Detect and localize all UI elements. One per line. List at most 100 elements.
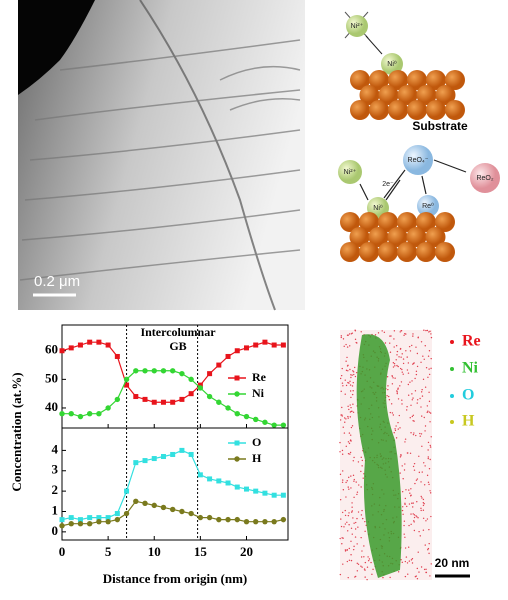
apt-atom [389, 351, 392, 353]
apt-atom [410, 523, 412, 526]
apt-atom [407, 383, 410, 386]
legend-marker [234, 440, 240, 446]
apt-atom [348, 488, 350, 490]
apt-atom [401, 465, 403, 467]
apt-atom [428, 391, 430, 393]
apt-atom [342, 470, 344, 472]
apt-atom [412, 335, 414, 337]
apt-atom [428, 468, 431, 470]
apt-atom [427, 441, 430, 444]
substrate-atom [397, 212, 417, 232]
marker [188, 376, 194, 383]
apt-atom [416, 501, 418, 503]
apt-atom [404, 497, 407, 500]
apt-atom [347, 452, 350, 455]
apt-atom [416, 399, 419, 401]
apt-atom [350, 540, 352, 542]
substrate-atom [397, 85, 418, 105]
apt-atom [390, 335, 392, 337]
apt-atom [413, 516, 416, 519]
apt-atom [403, 469, 406, 471]
ion-label: ReO₂ [476, 175, 493, 182]
apt-atom [407, 546, 410, 548]
apt-atom [430, 367, 432, 370]
apt-atom [353, 456, 355, 459]
apt-atom [423, 416, 425, 419]
marker [271, 518, 277, 525]
substrate-atom [378, 212, 398, 232]
ion-label: ReO₄⁻ [408, 157, 429, 164]
apt-atom [396, 392, 398, 395]
apt-atom [423, 568, 426, 571]
substrate-atom [369, 70, 389, 90]
apt-atom [413, 432, 415, 434]
marker [280, 492, 286, 498]
apt-atom [420, 566, 423, 568]
apt-atom [367, 559, 370, 562]
apt-atom [422, 498, 425, 501]
apt-atom [363, 545, 365, 547]
apt-atom [406, 356, 408, 358]
apt-atom [412, 333, 414, 335]
apt-atom [351, 393, 354, 396]
apt-atom [341, 537, 343, 539]
apt-atom [422, 504, 425, 507]
marker [59, 523, 65, 529]
apt-atom [348, 432, 351, 434]
apt-atom [339, 419, 342, 421]
apt-atom [429, 421, 431, 423]
substrate-atom [340, 242, 360, 262]
apt-atom [357, 461, 360, 463]
apt-atom [415, 346, 417, 348]
marker [160, 399, 166, 405]
apt-atom [361, 566, 363, 568]
ion-label: Ni²⁺ [351, 23, 364, 30]
apt-atom [351, 374, 353, 376]
marker [86, 410, 93, 417]
apt-atom [389, 335, 391, 337]
apt-atom [354, 536, 357, 538]
apt-atom [425, 568, 427, 570]
apt-atom [412, 414, 415, 416]
marker [105, 515, 111, 521]
apt-atom [356, 543, 358, 545]
apt-atom [418, 530, 420, 533]
series-line [62, 370, 284, 426]
substrate-atom [416, 242, 436, 262]
apt-atom [417, 517, 419, 519]
apt-atom [421, 388, 423, 391]
substrate-atom [426, 100, 446, 120]
apt-atom [428, 368, 430, 370]
apt-atom [391, 383, 394, 385]
substrate-atom [387, 227, 408, 247]
apt-atom [345, 481, 347, 484]
apt-atom [401, 353, 403, 355]
apt-atom [393, 330, 396, 332]
y-tick-label: 40 [45, 399, 58, 414]
apt-atom [421, 471, 423, 473]
substrate-atom [350, 70, 370, 90]
apt-atom [347, 576, 349, 579]
apt-atom [360, 470, 362, 473]
marker [59, 348, 65, 354]
apt-atom [414, 390, 417, 392]
apt-atom [344, 393, 346, 395]
apt-atom [397, 365, 399, 368]
x-tick-label: 10 [148, 544, 161, 559]
apt-atom [354, 375, 357, 378]
apt-atom [411, 562, 414, 564]
apt-atom [412, 433, 415, 436]
apt-atom [351, 511, 353, 513]
apt-atom [415, 370, 418, 373]
apt-atom [347, 417, 349, 419]
apt-atom [402, 358, 405, 360]
apt-atom [387, 395, 390, 398]
apt-atom [413, 362, 415, 364]
apt-atom [426, 405, 429, 407]
apt-atom [426, 474, 429, 477]
apt-atom [409, 452, 412, 454]
apt-atom [344, 514, 347, 517]
y-tick-label: 1 [52, 502, 59, 517]
substrate-atom [435, 212, 455, 232]
apt-atom [364, 576, 366, 578]
